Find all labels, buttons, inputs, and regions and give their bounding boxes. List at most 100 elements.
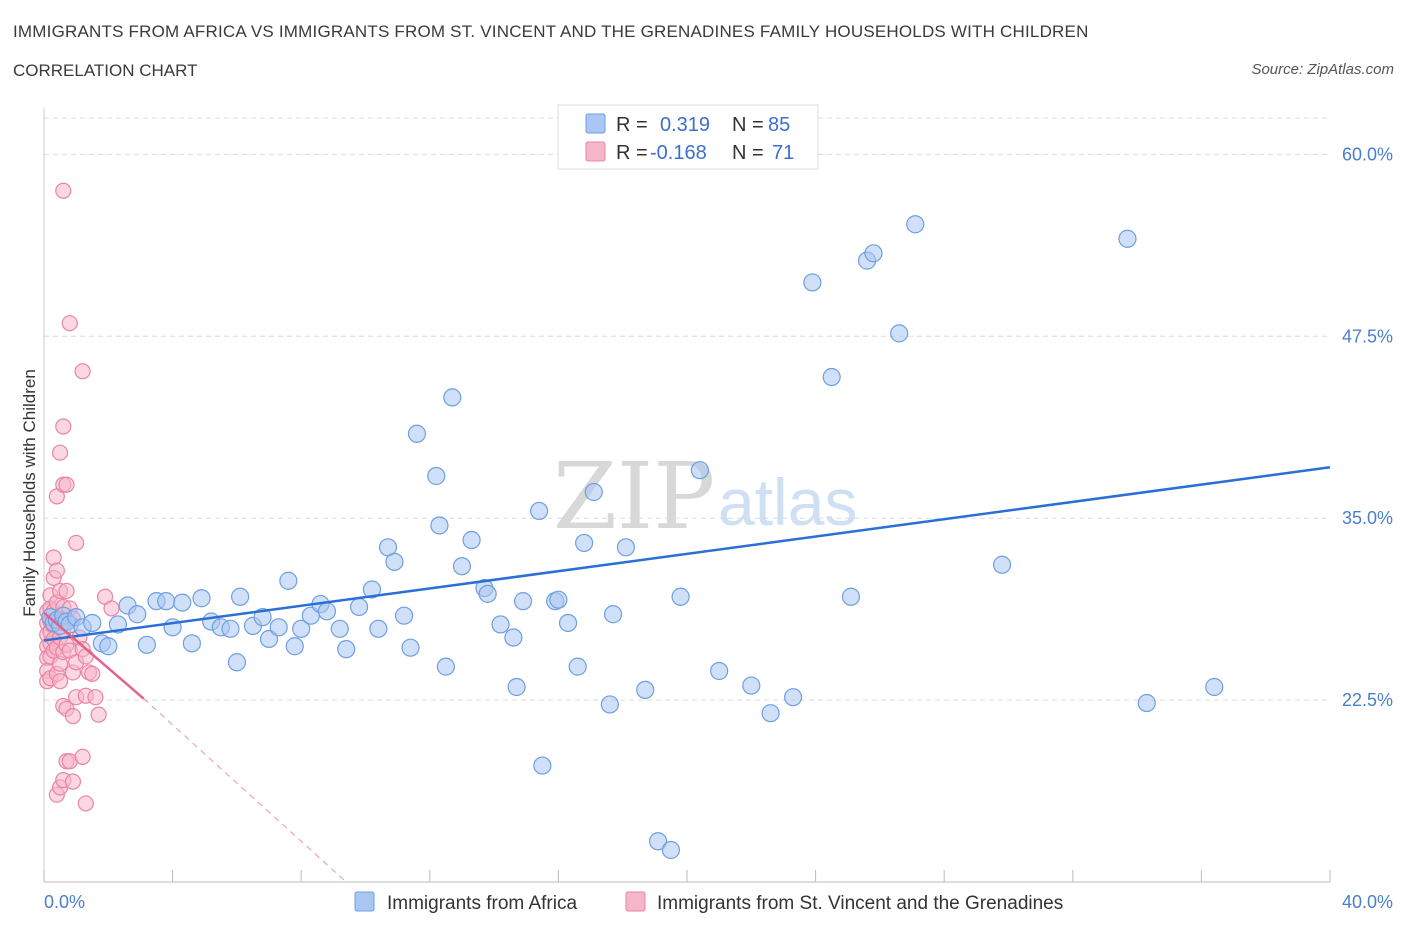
data-point (90, 706, 107, 723)
legend-n-label-pink: N = (732, 142, 764, 164)
data-point (864, 244, 883, 263)
data-point (890, 324, 909, 343)
data-point (761, 704, 780, 723)
data-point (227, 653, 246, 672)
y-tick-label: 35.0% (1342, 508, 1393, 528)
chart-title: IMMIGRANTS FROM AFRICA VS IMMIGRANTS FRO… (13, 22, 1089, 41)
data-point (58, 582, 75, 600)
data-point (253, 608, 272, 627)
legend-r-value-blue: 0.319 (660, 114, 710, 136)
data-point (103, 600, 120, 617)
data-point (362, 580, 382, 599)
data-point (462, 530, 481, 550)
legend-r-label-blue: R = (616, 114, 648, 136)
data-point (407, 424, 427, 443)
data-point (648, 832, 668, 851)
bottom-legend-swatch-pink (625, 891, 646, 912)
data-point (83, 613, 102, 633)
data-point (269, 618, 288, 637)
bottom-legend-swatch-blue (354, 891, 375, 912)
data-point (584, 482, 603, 502)
trend-line-africa (43, 466, 1331, 642)
data-point (452, 557, 472, 576)
data-point (317, 602, 337, 621)
data-point (64, 708, 82, 725)
data-point (443, 388, 462, 407)
legend-r-label-pink: R = (616, 142, 648, 164)
data-point (58, 476, 75, 493)
data-point (64, 773, 82, 790)
data-point (330, 619, 349, 638)
data-point (68, 534, 85, 552)
data-point (504, 628, 523, 647)
data-point (394, 606, 414, 625)
data-point (427, 466, 446, 486)
data-point (128, 605, 147, 624)
data-point (507, 677, 526, 697)
data-point (369, 619, 388, 638)
data-point (1137, 693, 1156, 713)
data-point (99, 637, 118, 656)
data-point (285, 637, 304, 656)
legend-swatch-blue (585, 113, 606, 134)
data-point (558, 613, 578, 633)
data-point (671, 587, 690, 606)
data-point (430, 516, 449, 535)
x-tick-label-min: 0.0% (44, 892, 85, 912)
watermark: ZIP atlas (553, 443, 857, 550)
data-point (231, 587, 250, 606)
bottom-legend-label-svg: Immigrants from St. Vincent and the Gren… (657, 893, 1063, 914)
data-point (401, 638, 420, 657)
legend-swatch-pink (585, 141, 606, 162)
data-point (742, 676, 761, 695)
data-point (61, 315, 78, 332)
y-tick-labels: 22.5% 35.0% 47.5% 60.0% (1342, 144, 1393, 710)
series-legend: Immigrants from Africa Immigrants from S… (354, 891, 1063, 914)
data-point (137, 635, 156, 654)
data-point (533, 756, 552, 775)
source-credit: Source: ZipAtlas.com (1251, 61, 1394, 78)
data-point (84, 665, 101, 683)
data-point (74, 748, 91, 765)
bottom-legend-label-africa: Immigrants from Africa (387, 893, 577, 914)
trend-lines (43, 466, 1331, 883)
data-point (575, 533, 594, 553)
legend-n-value-pink: 71 (772, 142, 794, 164)
y-tick-label: 47.5% (1342, 326, 1393, 346)
data-point (616, 538, 636, 557)
data-point (349, 597, 369, 617)
data-point (157, 592, 176, 611)
data-point (513, 592, 533, 611)
grid-lines (44, 117, 1330, 701)
data-point (636, 680, 655, 700)
y-axis-label: Family Households with Children (20, 369, 39, 617)
data-point (600, 695, 619, 714)
data-point (337, 640, 356, 659)
data-point (182, 634, 201, 653)
data-point (568, 657, 587, 676)
data-point (549, 590, 568, 609)
data-point (77, 648, 94, 665)
data-point (530, 501, 549, 521)
data-point (1118, 229, 1137, 248)
stats-legend: R = 0.319 N = 85 R = -0.168 N = 71 (557, 104, 819, 170)
legend-n-value-blue: 85 (768, 114, 790, 136)
data-point (661, 840, 681, 860)
series-pink-points (39, 182, 120, 812)
data-point (74, 363, 91, 380)
data-point (48, 562, 65, 579)
data-point (710, 661, 729, 681)
data-point (783, 688, 803, 707)
data-point (55, 418, 72, 435)
x-tick-labels: 0.0% 40.0% (44, 892, 1393, 912)
axes (43, 108, 1331, 883)
trend-line-svg (43, 611, 145, 700)
data-point (1205, 677, 1224, 697)
data-point (478, 584, 497, 603)
data-point (279, 571, 298, 590)
trend-line-svg-extension (143, 698, 347, 883)
data-point (385, 552, 404, 571)
data-point (292, 619, 311, 638)
data-point (87, 689, 104, 706)
